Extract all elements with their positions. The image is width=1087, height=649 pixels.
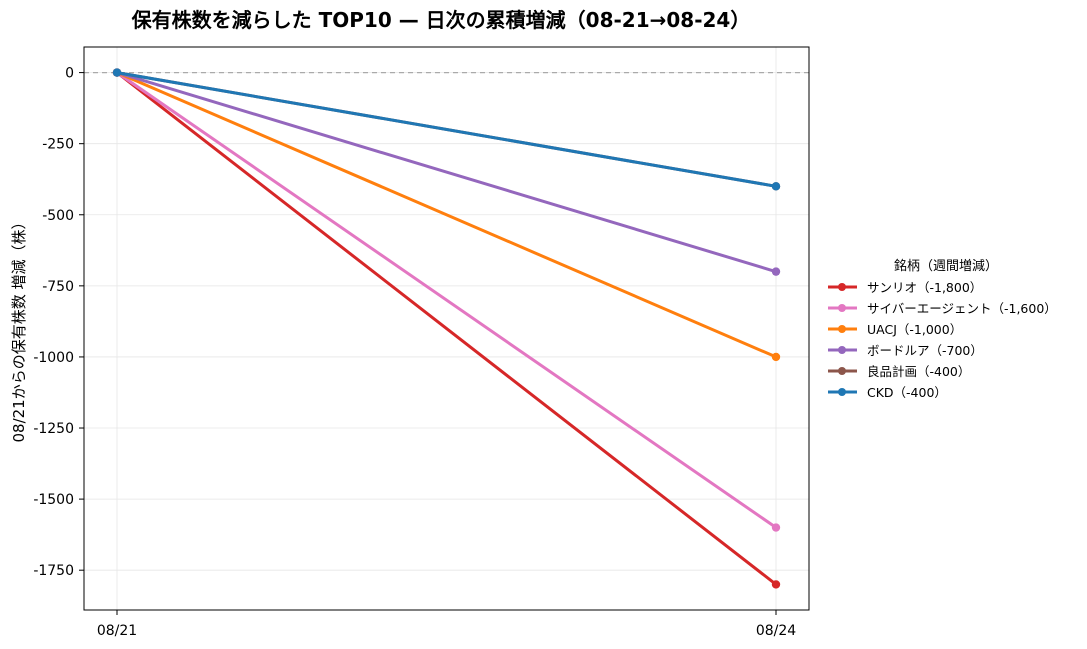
- y-tick-label: -750: [42, 279, 74, 295]
- x-tick-label: 08/21: [97, 623, 137, 639]
- y-tick-label: -1500: [33, 492, 74, 508]
- series-point: [112, 68, 122, 77]
- y-tick-label: -250: [42, 137, 74, 153]
- legend-item: CKD（-400）: [828, 385, 947, 400]
- legend-swatch-marker: [838, 346, 846, 354]
- series-4: [112, 68, 781, 276]
- series-6: [112, 68, 781, 191]
- plot-frame: [83, 46, 810, 611]
- series-line: [115, 71, 778, 359]
- series-line: [115, 71, 778, 586]
- legend-label: サイバーエージェント（-1,600）: [867, 301, 1057, 316]
- x-tick-label: 08/24: [756, 623, 796, 639]
- series-point: [771, 580, 781, 589]
- legend-item: ボードルア（-700）: [828, 343, 983, 358]
- series-point: [771, 352, 781, 362]
- series-line: [115, 71, 778, 530]
- legend-label: 良品計画（-400）: [867, 364, 970, 379]
- legend-swatch-marker: [838, 388, 846, 396]
- axes: 0 -250 -500 -750 -1000 -1250 -1500 -1750 08/21 08…: [33, 66, 796, 639]
- series-group: [112, 68, 781, 589]
- legend-swatch-marker: [838, 367, 846, 375]
- y-axis-label: 08/21からの保有株数 増減（株）: [10, 215, 28, 443]
- chart-title: 保有株数を減らした TOP10 — 日次の累積増減（08-21→08-24）: [131, 8, 751, 32]
- series-line: [115, 71, 778, 188]
- y-tick-label: -1750: [33, 563, 74, 579]
- legend-label: CKD（-400）: [867, 385, 947, 400]
- series-point: [771, 182, 781, 191]
- legend-label: UACJ（-1,000）: [867, 322, 962, 337]
- legend-label: ボードルア（-700）: [867, 343, 983, 358]
- legend-swatch-marker: [838, 304, 846, 312]
- legend-title: 銘柄（週間増減）: [894, 258, 998, 274]
- series-line: [115, 71, 778, 274]
- series-point: [771, 523, 781, 532]
- legend-item: 良品計画（-400）: [828, 364, 970, 379]
- legend-swatch-marker: [838, 325, 846, 333]
- legend-swatch-marker: [838, 283, 846, 291]
- legend-label: サンリオ（-1,800）: [867, 280, 982, 295]
- y-tick-label: -1000: [33, 350, 74, 366]
- y-tick-label: -1250: [33, 421, 74, 437]
- legend: 銘柄（週間増減） サンリオ（-1,800） サイバーエージェント（-1,600） U…: [828, 258, 1057, 400]
- legend-item: サイバーエージェント（-1,600）: [828, 301, 1057, 316]
- legend-item: サンリオ（-1,800）: [828, 280, 982, 295]
- y-tick-label: -500: [42, 208, 74, 224]
- legend-item: UACJ（-1,000）: [828, 322, 962, 337]
- grid: [84, 47, 809, 610]
- y-tick-label: 0: [65, 66, 74, 82]
- series-2: [112, 68, 781, 532]
- series-point: [771, 267, 781, 276]
- series-1: [112, 68, 781, 589]
